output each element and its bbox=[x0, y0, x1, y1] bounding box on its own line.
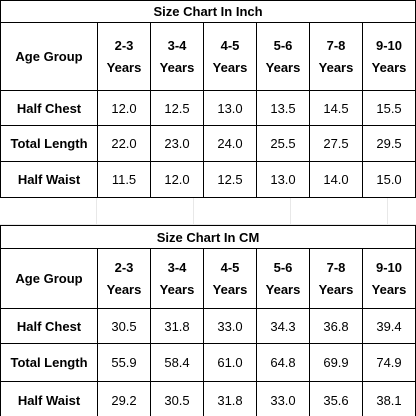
age-unit: Years bbox=[212, 59, 248, 75]
corner-header: Age Group bbox=[0, 248, 98, 309]
age-header: 2-3 Years bbox=[97, 248, 151, 309]
age-range: 7-8 bbox=[326, 37, 346, 53]
age-unit: Years bbox=[265, 59, 301, 75]
measurement: 33.0 bbox=[256, 381, 310, 416]
table-gap bbox=[0, 198, 416, 225]
age-unit: Years bbox=[159, 59, 195, 75]
measurement: 12.0 bbox=[97, 90, 151, 126]
row-label: Half Waist bbox=[0, 381, 98, 416]
header-row: Age Group 2-3 Years 3-4 Years 4-5 Years 5-6 Year… bbox=[0, 22, 416, 91]
table-title: Size Chart In CM bbox=[0, 225, 416, 249]
age-header: 9-10 Years bbox=[362, 248, 416, 309]
table-title: Size Chart In Inch bbox=[0, 0, 416, 23]
data-row: Total Length 55.9 58.4 61.0 64.8 69.9 74.9 bbox=[0, 343, 416, 382]
row-label: Half Waist bbox=[0, 161, 98, 198]
row-label: Half Chest bbox=[0, 308, 98, 344]
measurement: 11.5 bbox=[97, 161, 151, 198]
measurement: 15.5 bbox=[361, 90, 416, 126]
measurement: 12.5 bbox=[150, 90, 204, 126]
measurement: 31.8 bbox=[203, 381, 257, 416]
age-range: 7-8 bbox=[326, 259, 346, 275]
age-range: 3-4 bbox=[167, 37, 187, 53]
measurement: 23.0 bbox=[150, 125, 204, 162]
measurement: 64.8 bbox=[256, 343, 310, 382]
age-header: 5-6 Years bbox=[256, 248, 310, 309]
measurement: 13.0 bbox=[256, 161, 310, 198]
header-row: Age Group 2-3 Years 3-4 Years 4-5 Years 5-6 Year… bbox=[0, 248, 416, 309]
measurement: 14.0 bbox=[309, 161, 363, 198]
measurement: 39.4 bbox=[362, 308, 416, 344]
age-range: 2-3 bbox=[114, 259, 134, 275]
data-row: Half Chest 12.0 12.5 13.0 13.5 14.5 15.5 bbox=[0, 90, 416, 126]
data-row: Half Waist 11.5 12.0 12.5 13.0 14.0 15.0 bbox=[0, 161, 416, 198]
measurement: 13.0 bbox=[203, 90, 257, 126]
age-range: 5-6 bbox=[273, 259, 293, 275]
measurement: 30.5 bbox=[97, 308, 151, 344]
corner-header: Age Group bbox=[0, 22, 98, 91]
measurement: 34.3 bbox=[256, 308, 310, 344]
measurement: 12.5 bbox=[203, 161, 257, 198]
data-row: Half Waist 29.2 30.5 31.8 33.0 35.6 38.1 bbox=[0, 381, 416, 416]
age-header: 7-8 Years bbox=[309, 22, 363, 91]
size-table: Size Chart In CM Age Group 2-3 Years 3-4 Year… bbox=[0, 225, 416, 416]
measurement: 35.6 bbox=[309, 381, 363, 416]
measurement: 29.5 bbox=[361, 125, 416, 162]
measurement: 33.0 bbox=[203, 308, 257, 344]
age-header: 4-5 Years bbox=[203, 248, 257, 309]
title-row: Size Chart In CM bbox=[0, 225, 416, 249]
measurement: 74.9 bbox=[362, 343, 416, 382]
age-unit: Years bbox=[318, 59, 354, 75]
measurement: 58.4 bbox=[150, 343, 204, 382]
measurement: 15.0 bbox=[361, 161, 416, 198]
age-range: 5-6 bbox=[273, 37, 293, 53]
age-header: 9-10 Years bbox=[361, 22, 416, 91]
age-range: 4-5 bbox=[220, 37, 240, 53]
age-range: 9-10 bbox=[376, 37, 403, 53]
measurement: 30.5 bbox=[150, 381, 204, 416]
age-unit: Years bbox=[106, 59, 142, 75]
measurement: 69.9 bbox=[309, 343, 363, 382]
measurement: 22.0 bbox=[97, 125, 151, 162]
row-label: Total Length bbox=[0, 125, 98, 162]
measurement: 25.5 bbox=[256, 125, 310, 162]
measurement: 12.0 bbox=[150, 161, 204, 198]
measurement: 61.0 bbox=[203, 343, 257, 382]
measurement: 55.9 bbox=[97, 343, 151, 382]
age-unit: Years bbox=[371, 281, 407, 297]
age-range: 4-5 bbox=[220, 259, 240, 275]
measurement: 13.5 bbox=[256, 90, 310, 126]
measurement: 29.2 bbox=[97, 381, 151, 416]
age-header: 5-6 Years bbox=[256, 22, 310, 91]
data-row: Half Chest 30.5 31.8 33.0 34.3 36.8 39.4 bbox=[0, 308, 416, 344]
age-header: 2-3 Years bbox=[97, 22, 151, 91]
age-header: 7-8 Years bbox=[309, 248, 363, 309]
measurement: 31.8 bbox=[150, 308, 204, 344]
measurement: 24.0 bbox=[203, 125, 257, 162]
row-label: Half Chest bbox=[0, 90, 98, 126]
age-unit: Years bbox=[212, 281, 248, 297]
measurement: 36.8 bbox=[309, 308, 363, 344]
age-range: 2-3 bbox=[114, 37, 134, 53]
measurement: 38.1 bbox=[362, 381, 416, 416]
age-unit: Years bbox=[106, 281, 142, 297]
data-row: Total Length 22.0 23.0 24.0 25.5 27.5 29.5 bbox=[0, 125, 416, 162]
row-label: Total Length bbox=[0, 343, 98, 382]
age-header: 4-5 Years bbox=[203, 22, 257, 91]
age-unit: Years bbox=[371, 59, 407, 75]
age-unit: Years bbox=[265, 281, 301, 297]
age-header: 3-4 Years bbox=[150, 22, 204, 91]
age-unit: Years bbox=[159, 281, 195, 297]
measurement: 27.5 bbox=[309, 125, 363, 162]
title-row: Size Chart In Inch bbox=[0, 0, 416, 23]
age-range: 3-4 bbox=[167, 259, 187, 275]
age-header: 3-4 Years bbox=[150, 248, 204, 309]
size-table: Size Chart In Inch Age Group 2-3 Years 3-4 Ye… bbox=[0, 0, 416, 198]
age-range: 9-10 bbox=[375, 259, 403, 275]
measurement: 14.5 bbox=[309, 90, 363, 126]
age-unit: Years bbox=[318, 281, 354, 297]
